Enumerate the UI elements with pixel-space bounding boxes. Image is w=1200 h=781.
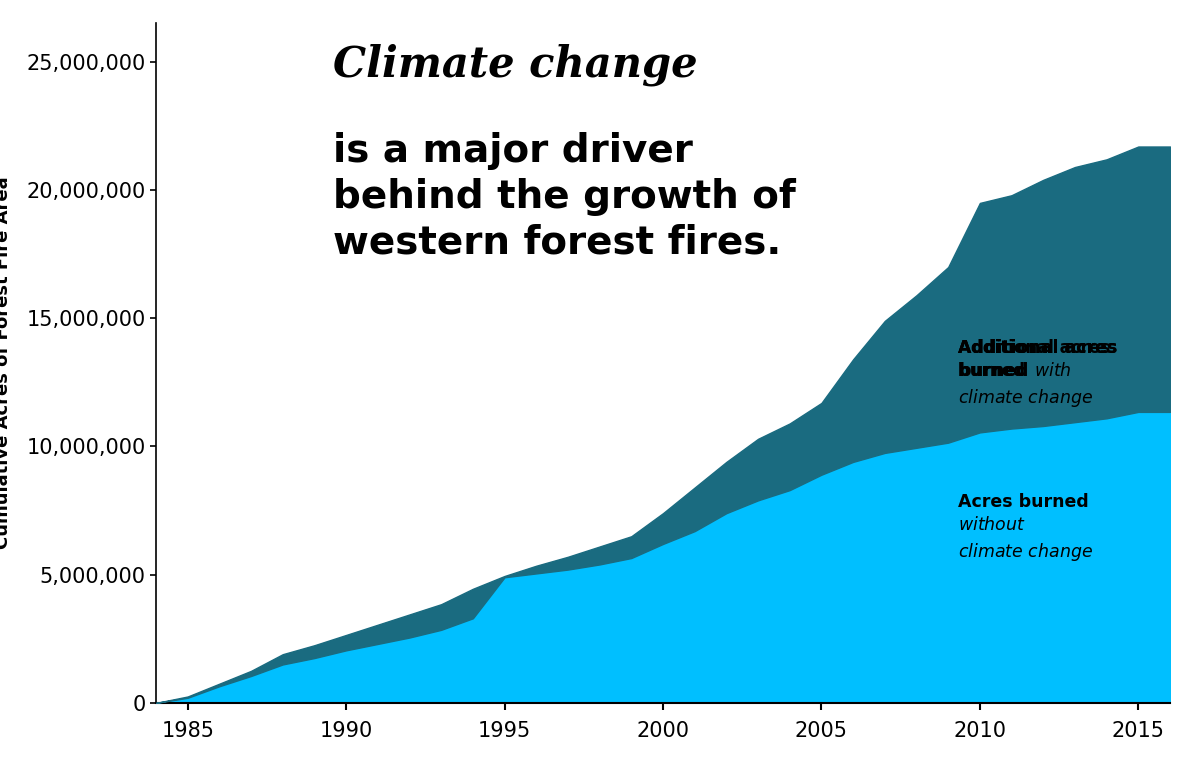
Text: is a major driver
behind the growth of
western forest fires.: is a major driver behind the growth of w… [334, 132, 797, 261]
Y-axis label: Cumulative Acres of Forest Fire Area: Cumulative Acres of Forest Fire Area [0, 177, 12, 550]
Text: Climate change: Climate change [334, 44, 698, 87]
Text: Additional acres
burned $\it{with}$
$\it{climate\ change}$: Additional acres burned $\it{with}$ $\it… [958, 339, 1117, 408]
Text: Additional acres
burned: Additional acres burned [958, 339, 1110, 380]
Text: Acres burned
$\it{without}$
$\it{climate\ change}$: Acres burned $\it{without}$ $\it{climate… [958, 493, 1093, 562]
Text: Additional acres
burned: Additional acres burned [958, 339, 1117, 380]
